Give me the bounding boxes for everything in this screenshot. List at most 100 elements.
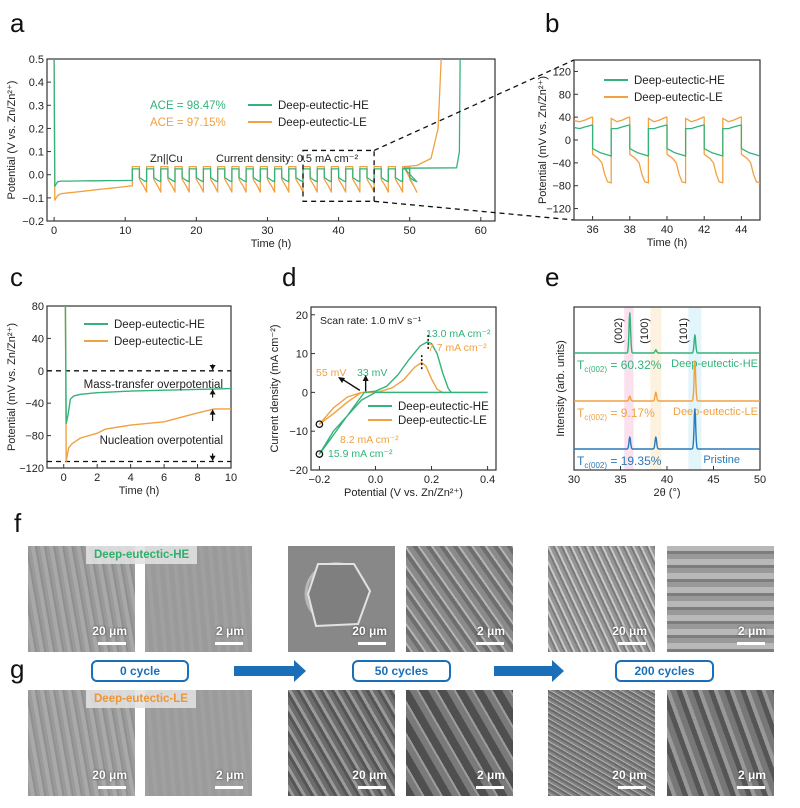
scale-bar <box>98 786 126 789</box>
arrow-up-icon-head <box>209 409 216 415</box>
x-tick-label: 42 <box>698 224 710 236</box>
x-tick-label: 36 <box>586 224 598 236</box>
scale-bar-label: 20 μm <box>92 624 127 638</box>
peak-index-label: (002) <box>613 318 625 344</box>
x-tick-label: 0 <box>51 225 57 237</box>
scale-bar-label: 2 μm <box>215 768 244 782</box>
x-tick-label: 38 <box>624 224 636 236</box>
scale-bar <box>215 786 243 789</box>
legend-label: Deep-eutectic-HE <box>114 319 205 331</box>
texture-coefficient-label: Tc(002) = 60.32% <box>577 358 662 374</box>
x-tick-label: 0 <box>61 472 67 484</box>
min-marker-he <box>315 450 324 458</box>
arrow-onset-le-head <box>338 377 345 383</box>
chart-d: −0.2 0.0 0.2 0.4 −20 −10 0 10 20 Potential (V vs.… <box>269 306 497 499</box>
x-tick-label: 10 <box>119 225 131 237</box>
scale-bar-label: 2 μm <box>476 624 505 638</box>
plot-area <box>574 116 760 184</box>
y-tick-label: −80 <box>25 431 44 443</box>
x-tick-label: 8 <box>194 472 200 484</box>
peak-highlight-band <box>624 307 634 470</box>
x-tick-label: 30 <box>568 474 580 486</box>
min-le-annotation: 8.2 mA cm⁻² <box>340 434 399 446</box>
x-tick-label: 40 <box>661 474 673 486</box>
scale-bar <box>215 642 243 645</box>
plot-frame <box>310 306 497 471</box>
x-tick-label: 30 <box>261 225 273 237</box>
texture-coefficient-label: Tc(002) = 19.35% <box>577 454 662 470</box>
y-tick-label: 120 <box>553 66 571 78</box>
nucleation-annotation: Nucleation overpotential <box>100 435 223 447</box>
series-line-deep-eutectic-le <box>64 305 231 463</box>
sem-le-50-cycles-high-mag: 2 μm <box>406 690 513 796</box>
onset-he-annotation: 33 mV <box>357 367 387 379</box>
x-tick-label: 60 <box>475 225 487 237</box>
plot-frame <box>573 306 761 471</box>
x-axis-label: Time (h) <box>119 485 160 497</box>
y-tick-label: 0.4 <box>29 77 44 89</box>
panel-letter-f: f <box>14 508 22 538</box>
peak-he-annotation: 13.0 mA cm⁻² <box>426 328 491 340</box>
cell-annotation: Zn||Cu <box>150 153 183 165</box>
zoom-connector-bottom <box>374 200 575 221</box>
legend-label: Deep-eutectic-LE <box>398 415 487 427</box>
arrow-down-icon-head <box>209 364 216 370</box>
panel-letter-c: c <box>10 262 23 292</box>
scale-bar-label: 20 μm <box>352 624 387 638</box>
x-tick-label: 40 <box>332 225 344 237</box>
ace-he-annotation: ACE = 98.47% <box>150 100 226 112</box>
y-tick-label: 40 <box>32 333 44 345</box>
scale-bar <box>98 642 126 645</box>
scale-bar <box>737 786 765 789</box>
plot-area <box>53 59 461 201</box>
y-tick-label: 0 <box>38 366 44 378</box>
min-he-annotation: 15.9 mA cm⁻² <box>328 448 393 460</box>
panel-letter-b: b <box>545 8 560 38</box>
y-tick-label: 0.0 <box>29 170 44 182</box>
panel-letter-e: e <box>545 262 560 292</box>
scale-bar <box>476 786 504 789</box>
onset-le-annotation: 55 mV <box>316 367 346 379</box>
sem-le-50-cycles-low-mag: 20 μm <box>288 690 395 796</box>
xrd-pattern-pristine <box>573 408 761 450</box>
x-axis-label: Time (h) <box>647 237 688 249</box>
x-axis-label: 2θ (°) <box>653 487 680 499</box>
arrow-up-icon-head <box>209 389 216 395</box>
y-axis-label: Potential (V vs. Zn/Zn²⁺) <box>6 81 18 200</box>
y-tick-label: −120 <box>546 204 571 216</box>
x-tick-label: 2 <box>94 472 100 484</box>
peak-highlight-band <box>650 307 662 470</box>
legend-label: Deep-eutectic-LE <box>114 336 203 348</box>
zoom-box <box>302 149 375 202</box>
sem-tag-he: Deep-eutectic-HE <box>86 546 198 564</box>
y-tick-label: −40 <box>552 158 571 170</box>
x-tick-label: 50 <box>404 225 416 237</box>
sem-tag-le: Deep-eutectic-LE <box>86 690 196 708</box>
series-label: Pristine <box>703 454 740 466</box>
y-tick-label: 40 <box>559 112 571 124</box>
plot-frame <box>46 305 232 469</box>
panel-letter-g: g <box>10 654 25 684</box>
scale-bar-label: 20 μm <box>612 624 647 638</box>
figure-canvas: 0 10 20 30 40 50 60−0.2−0.10.00.10.20.30.40.5T… <box>6 54 766 499</box>
y-axis-label: Potential (mV vs. Zn/Zn²⁺) <box>6 323 18 451</box>
x-tick-label: −0.2 <box>309 474 331 486</box>
chart-c: 0 2 4 6 8 10 −120 −80 −40 0 40 80 Time (h) Potential … <box>6 301 237 497</box>
series-label: Deep-eutectic-HE <box>671 358 758 370</box>
y-tick-label: −0.1 <box>22 193 44 205</box>
series-line-deep-eutectic-le <box>53 59 442 201</box>
x-tick-label: 35 <box>614 474 626 486</box>
sem-he-50-cycles-high-mag: 2 μm <box>406 546 513 652</box>
y-tick-label: −120 <box>19 463 44 475</box>
scale-bar-label: 20 μm <box>352 768 387 782</box>
y-tick-label: 0.3 <box>29 100 44 112</box>
x-tick-label: 20 <box>190 225 202 237</box>
y-axis-label: Intensity (arb. units) <box>555 340 567 437</box>
y-tick-label: 0.1 <box>29 147 44 159</box>
y-tick-label: 80 <box>559 89 571 101</box>
legend-label: Deep-eutectic-HE <box>398 401 489 413</box>
x-tick-label: 40 <box>661 224 673 236</box>
mass-transfer-annotation: Mass-transfer overpotential <box>84 379 223 391</box>
ace-le-annotation: ACE = 97.15% <box>150 117 226 129</box>
x-tick-label: 4 <box>128 472 134 484</box>
